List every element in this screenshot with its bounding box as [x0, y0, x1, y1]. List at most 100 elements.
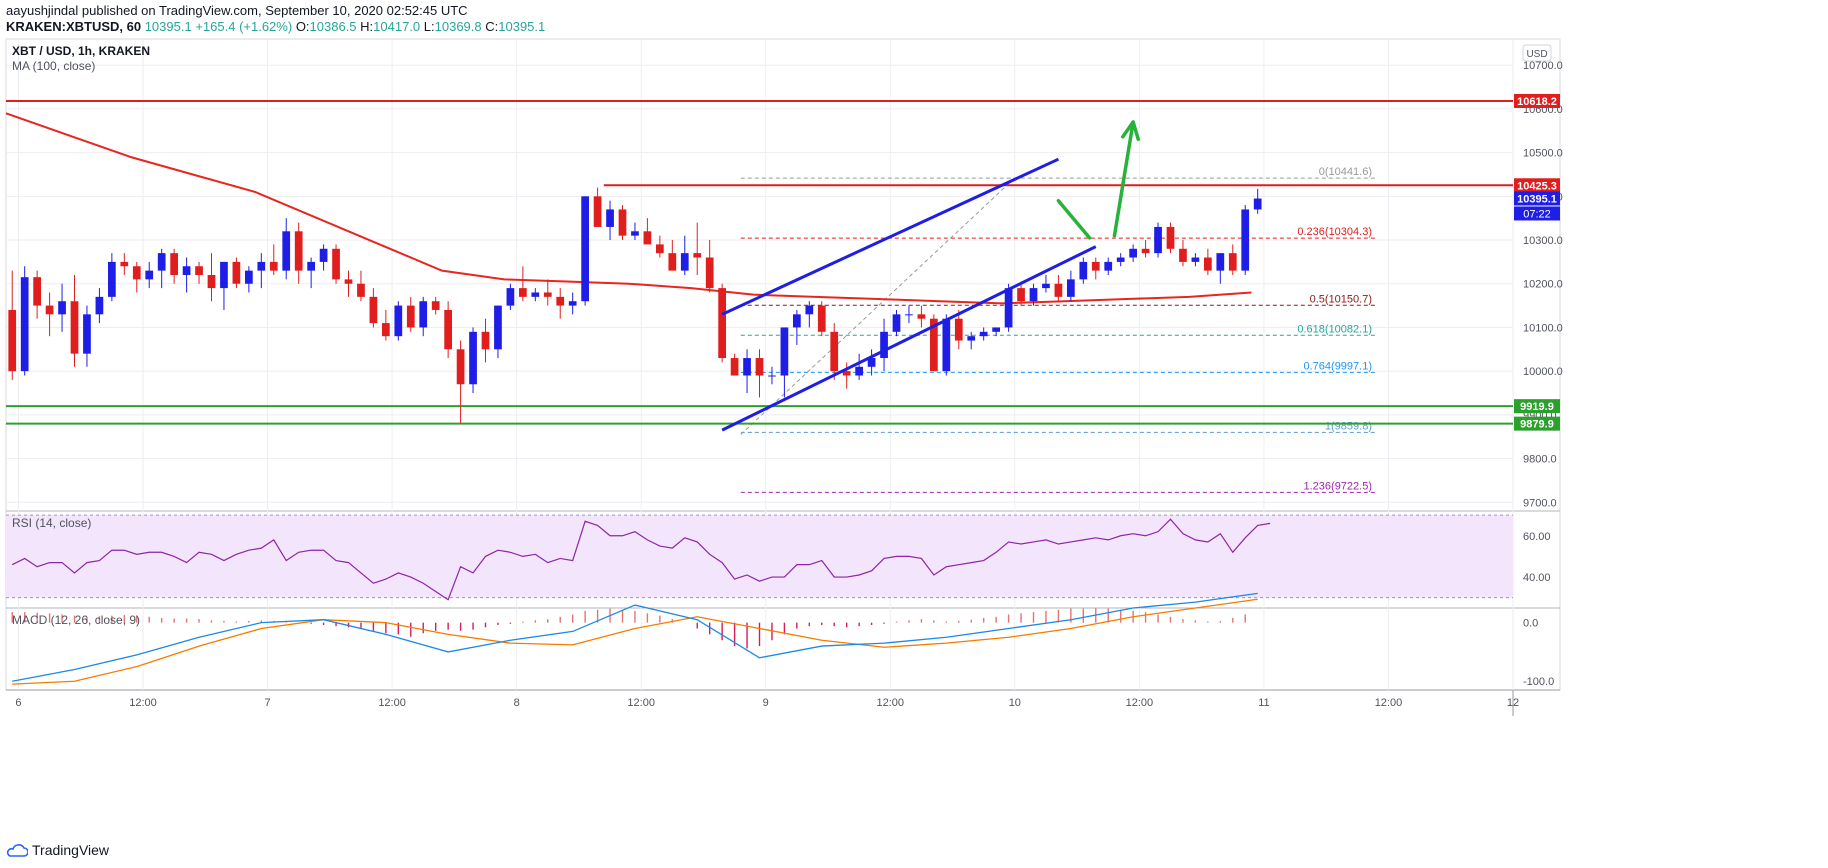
- candle-body: [1166, 226, 1175, 249]
- candle: [145, 261, 154, 289]
- rally-arrow: [1112, 120, 1140, 238]
- candle: [245, 266, 253, 293]
- ma-100-line: [5, 112, 1252, 305]
- candle-body: [431, 301, 440, 310]
- candle: [967, 331, 976, 350]
- candle: [1017, 283, 1025, 306]
- candle-body: [730, 358, 739, 376]
- candle-body: [444, 309, 452, 350]
- chart-title: XBT / USD, 1h, KRAKEN: [12, 44, 150, 58]
- candle-body: [905, 314, 913, 316]
- candle: [469, 327, 477, 393]
- fib-level-label: 0(10441.6): [1319, 166, 1372, 178]
- candle-body: [108, 261, 116, 297]
- channel-upper-line: [721, 157, 1060, 316]
- candle: [494, 305, 502, 359]
- candle-body: [419, 301, 428, 328]
- resistance-major-price-tag: [1514, 93, 1560, 108]
- candle: [444, 301, 452, 359]
- candle-body: [830, 331, 839, 372]
- candle-body: [157, 253, 166, 271]
- candle-body: [307, 261, 315, 271]
- candle-body: [344, 279, 353, 284]
- candle-body: [58, 301, 66, 315]
- candle: [680, 235, 689, 275]
- candle: [45, 292, 54, 337]
- candle: [1004, 283, 1013, 332]
- candle-body: [705, 257, 714, 289]
- candle-body: [1054, 283, 1063, 297]
- price-tick-label: 10100.0: [1523, 322, 1563, 334]
- candle: [132, 261, 141, 293]
- time-tick-label: 12:00: [1126, 697, 1154, 709]
- candle: [730, 353, 739, 376]
- tradingview-brand: TradingView: [32, 842, 110, 858]
- rsi-tick-label: 40.00: [1523, 572, 1551, 584]
- candle: [568, 292, 577, 315]
- candle: [406, 296, 415, 332]
- tradingview-logo[interactable]: TradingView: [6, 842, 109, 858]
- high-label: H:: [360, 19, 374, 34]
- candle-body: [1241, 209, 1250, 271]
- candle: [693, 222, 702, 275]
- rsi-band: [6, 515, 1513, 598]
- candle: [1253, 188, 1262, 214]
- candle-body: [357, 283, 365, 297]
- ma-indicator-label: MA (100, close): [12, 59, 95, 73]
- candle: [8, 270, 17, 380]
- price-tick-label: 10200.0: [1523, 279, 1563, 291]
- candle-body: [120, 261, 129, 267]
- candle-body: [793, 314, 801, 328]
- candle: [269, 244, 278, 275]
- candle-body: [1204, 257, 1212, 271]
- candle-body: [182, 266, 191, 275]
- candle: [1091, 257, 1100, 280]
- candle-body: [930, 318, 938, 372]
- currency-button[interactable]: [1522, 44, 1552, 62]
- candle-body: [668, 253, 677, 271]
- candle: [842, 362, 851, 389]
- time-tick-label: 9: [763, 697, 769, 709]
- candle: [705, 240, 714, 293]
- last-price: 10395.1: [144, 19, 192, 34]
- candle-body: [481, 331, 490, 350]
- candle-body: [718, 288, 726, 359]
- candle-body: [319, 248, 328, 262]
- candle: [1054, 275, 1063, 302]
- candle: [170, 248, 178, 284]
- open-label: O:: [295, 19, 310, 34]
- candle: [1116, 253, 1125, 267]
- candle: [1179, 240, 1187, 267]
- candle-body: [942, 318, 951, 372]
- candle: [220, 261, 228, 310]
- candle-body: [1129, 248, 1137, 258]
- candle: [817, 301, 826, 337]
- candle-body: [606, 209, 614, 227]
- candle: [830, 323, 839, 380]
- candle: [120, 253, 129, 275]
- candle-body: [269, 261, 278, 271]
- channel-lower-line: [721, 245, 1097, 432]
- candle: [606, 200, 614, 241]
- candle: [643, 218, 652, 245]
- candle: [954, 309, 963, 350]
- candle-body: [195, 266, 203, 275]
- fib-level-label: 0.764(9997.1): [1304, 360, 1373, 372]
- time-tick-label: 12:00: [129, 697, 157, 709]
- candle-body: [1042, 283, 1050, 289]
- candle: [855, 353, 863, 380]
- candle: [656, 235, 664, 258]
- candle-body: [245, 270, 253, 284]
- candle-body: [1154, 226, 1162, 254]
- candle-body: [1191, 257, 1200, 262]
- candle-body: [1216, 253, 1225, 271]
- candle-body: [1116, 257, 1125, 262]
- candle-body: [631, 231, 639, 236]
- candle-body: [618, 209, 627, 236]
- candle-body: [494, 305, 502, 350]
- candle: [108, 253, 116, 302]
- candle: [581, 196, 589, 306]
- candle: [755, 349, 764, 398]
- candle: [1154, 222, 1162, 258]
